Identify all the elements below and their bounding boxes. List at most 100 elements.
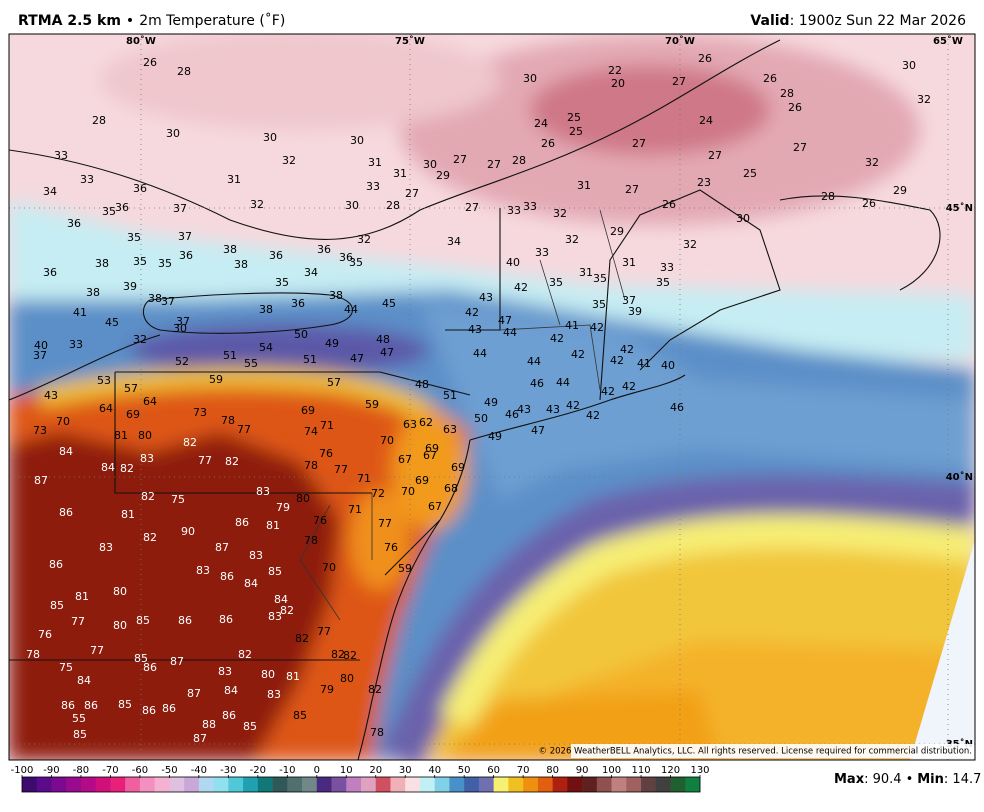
colorbar-tick-label: 120 xyxy=(661,765,680,776)
station-temperature: 71 xyxy=(357,472,371,485)
colorbar-cell xyxy=(80,777,96,792)
colorbar-cell xyxy=(228,777,244,792)
colorbar-cell xyxy=(110,777,126,792)
max-label: Max xyxy=(834,772,865,787)
station-temperature: 77 xyxy=(317,625,331,638)
station-temperature: 37 xyxy=(161,295,175,308)
colorbar-tick-label: 100 xyxy=(602,765,621,776)
station-temperature: 42 xyxy=(622,380,636,393)
station-temperature: 22 xyxy=(608,64,622,77)
colorbar-cell xyxy=(375,777,391,792)
station-temperature: 83 xyxy=(256,485,270,498)
station-temperature: 55 xyxy=(244,357,258,370)
colorbar-tick-label: -80 xyxy=(73,765,89,776)
station-temperature: 45 xyxy=(105,316,119,329)
station-temperature: 31 xyxy=(622,256,636,269)
station-temperature: 32 xyxy=(683,238,697,251)
station-temperature: 32 xyxy=(133,333,147,346)
station-temperature: 41 xyxy=(637,357,651,370)
station-temperature: 27 xyxy=(453,153,467,166)
station-temperature: 38 xyxy=(95,257,109,270)
station-temperature: 59 xyxy=(398,562,412,575)
station-temperature: 81 xyxy=(286,670,300,683)
station-temperature: 69 xyxy=(126,408,140,421)
station-temperature: 30 xyxy=(345,199,359,212)
station-temperature: 26 xyxy=(788,101,802,114)
station-temperature: 35 xyxy=(592,298,606,311)
colorbar-cell xyxy=(243,777,259,792)
station-temperature: 70 xyxy=(401,485,415,498)
station-temperature: 85 xyxy=(268,565,282,578)
station-temperature: 37 xyxy=(173,202,187,215)
station-temperature: 42 xyxy=(514,281,528,294)
station-temperature: 80 xyxy=(296,492,310,505)
station-temperature: 87 xyxy=(34,474,48,487)
station-temperature: 48 xyxy=(376,333,390,346)
colorbar-cell xyxy=(316,777,332,792)
station-temperature: 42 xyxy=(590,321,604,334)
colorbar-cell xyxy=(670,777,686,792)
colorbar-cell xyxy=(390,777,406,792)
colorbar-cell xyxy=(66,777,82,792)
copyright: © 2026 WeatherBELL Analytics, LLC. All r… xyxy=(539,747,972,757)
station-temperature: 67 xyxy=(423,449,437,462)
longitude-label: 75˚W xyxy=(395,35,425,47)
station-temperature: 87 xyxy=(193,732,207,745)
station-temperature: 41 xyxy=(73,306,87,319)
station-temperature: 30 xyxy=(736,212,750,225)
station-temperature: 37 xyxy=(33,349,47,362)
station-temperature: 64 xyxy=(143,395,157,408)
station-temperature: 35 xyxy=(349,256,363,269)
colorbar: -100 -90 -80 -70 -60 -50 -40 -30 -20 -10 0 10 20 30 40… xyxy=(11,765,710,793)
station-temperature: 42 xyxy=(465,306,479,319)
station-temperature: 82 xyxy=(143,531,157,544)
station-temperature: 49 xyxy=(488,430,502,443)
station-temperature: 87 xyxy=(187,687,201,700)
station-temperature: 68 xyxy=(444,482,458,495)
station-temperature: 25 xyxy=(567,111,581,124)
station-temperature: 27 xyxy=(405,187,419,200)
station-temperature: 44 xyxy=(503,326,517,339)
map-frame xyxy=(8,33,976,761)
station-temperature: 36 xyxy=(317,243,331,256)
station-temperature: 37 xyxy=(622,294,636,307)
colorbar-tick-label: 30 xyxy=(399,765,412,776)
station-temperature: 85 xyxy=(118,698,132,711)
subtitle: 2m Temperature (˚F) xyxy=(139,12,285,29)
station-temperature: 86 xyxy=(61,699,75,712)
station-temperature: 84 xyxy=(59,445,73,458)
station-temperature: 44 xyxy=(556,376,570,389)
colorbar-cell xyxy=(22,777,38,792)
colorbar-cell xyxy=(346,777,362,792)
station-temperature: 32 xyxy=(917,93,931,106)
colorbar-cell xyxy=(139,777,155,792)
station-temperature: 81 xyxy=(75,590,89,603)
station-temperature: 23 xyxy=(697,176,711,189)
station-temperature: 79 xyxy=(320,683,334,696)
station-temperature: 86 xyxy=(220,570,234,583)
station-temperature: 43 xyxy=(546,403,560,416)
station-temperature: 42 xyxy=(601,385,615,398)
station-temperature: 69 xyxy=(425,442,439,455)
max-value: : 90.4 xyxy=(864,772,901,787)
colorbar-cell xyxy=(405,777,421,792)
station-temperature: 69 xyxy=(301,404,315,417)
longitude-label: 80˚W xyxy=(126,35,156,47)
station-temperature: 80 xyxy=(261,668,275,681)
station-temperature: 88 xyxy=(202,718,216,731)
colorbar-tick-label: 0 xyxy=(314,765,320,776)
station-temperature: 24 xyxy=(534,117,548,130)
station-temperature: 85 xyxy=(293,709,307,722)
station-temperature: 28 xyxy=(386,199,400,212)
colorbar-tick-label: -40 xyxy=(191,765,207,776)
station-temperature: 38 xyxy=(223,243,237,256)
station-temperature: 86 xyxy=(178,614,192,627)
station-temperature: 57 xyxy=(327,376,341,389)
station-temperature: 85 xyxy=(134,652,148,665)
station-temperature: 77 xyxy=(198,454,212,467)
station-temperature: 84 xyxy=(244,577,258,590)
station-temperature: 78 xyxy=(304,459,318,472)
colorbar-tick-label: -50 xyxy=(161,765,177,776)
station-temperature: 36 xyxy=(291,297,305,310)
station-temperature: 54 xyxy=(259,341,273,354)
